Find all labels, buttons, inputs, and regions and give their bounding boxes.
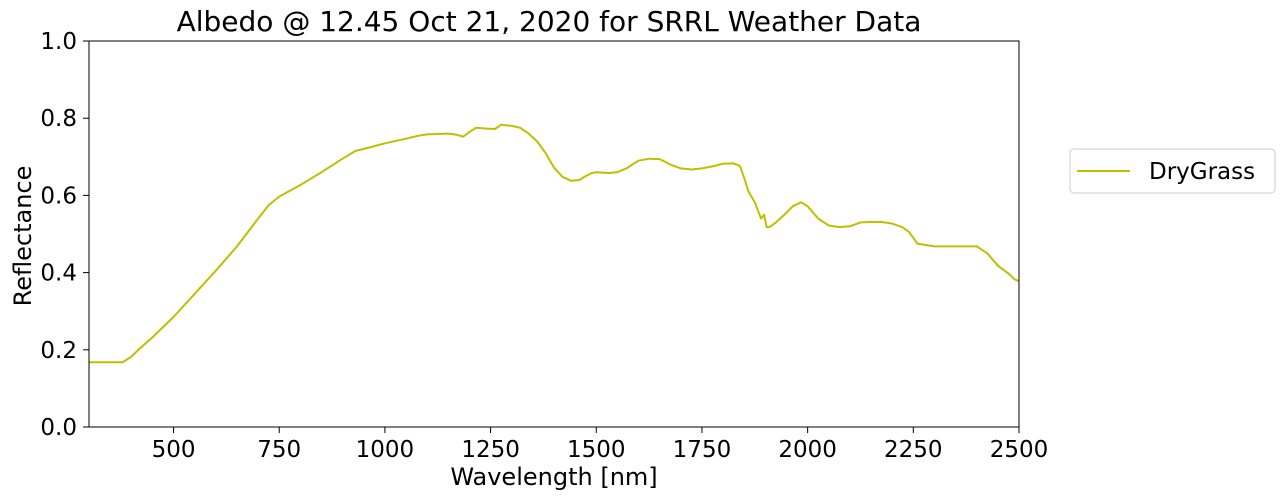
plot-frame [88, 40, 1020, 428]
y-tick-label: 0.4 [40, 261, 77, 287]
chart-title: Albedo @ 12.45 Oct 21, 2020 for SRRL Wea… [177, 5, 922, 38]
y-tick-label: 0.6 [40, 183, 77, 209]
y-tick-label: 0.2 [40, 338, 77, 364]
x-tick-label: 2000 [778, 437, 837, 463]
x-tick-label: 1750 [673, 437, 732, 463]
x-tick-label: 2500 [990, 437, 1049, 463]
series-line-drygrass [89, 123, 1020, 364]
legend-label-drygrass: DryGrass [1149, 159, 1255, 185]
x-tick-label: 500 [152, 437, 196, 463]
x-tick-label: 750 [257, 437, 301, 463]
x-axis-label: Wavelength [nm] [450, 463, 657, 491]
y-axis-ticks: 0.0 0.2 0.4 0.6 0.8 1.0 [40, 29, 89, 441]
x-tick-label: 1000 [356, 437, 415, 463]
y-axis-label: Reflectance [9, 166, 37, 307]
x-tick-label: 2250 [884, 437, 943, 463]
plot-area [89, 123, 1020, 364]
legend: DryGrass [1069, 148, 1276, 194]
y-tick-label: 0.8 [40, 106, 77, 132]
y-tick-label: 1.0 [40, 29, 77, 55]
x-tick-label: 1250 [461, 437, 520, 463]
x-axis-ticks: 500 750 1000 1250 1500 1750 2000 2250 2500 [152, 427, 1049, 463]
x-tick-label: 1500 [567, 437, 626, 463]
y-tick-label: 0.0 [40, 415, 77, 441]
legend-box [1069, 148, 1276, 194]
